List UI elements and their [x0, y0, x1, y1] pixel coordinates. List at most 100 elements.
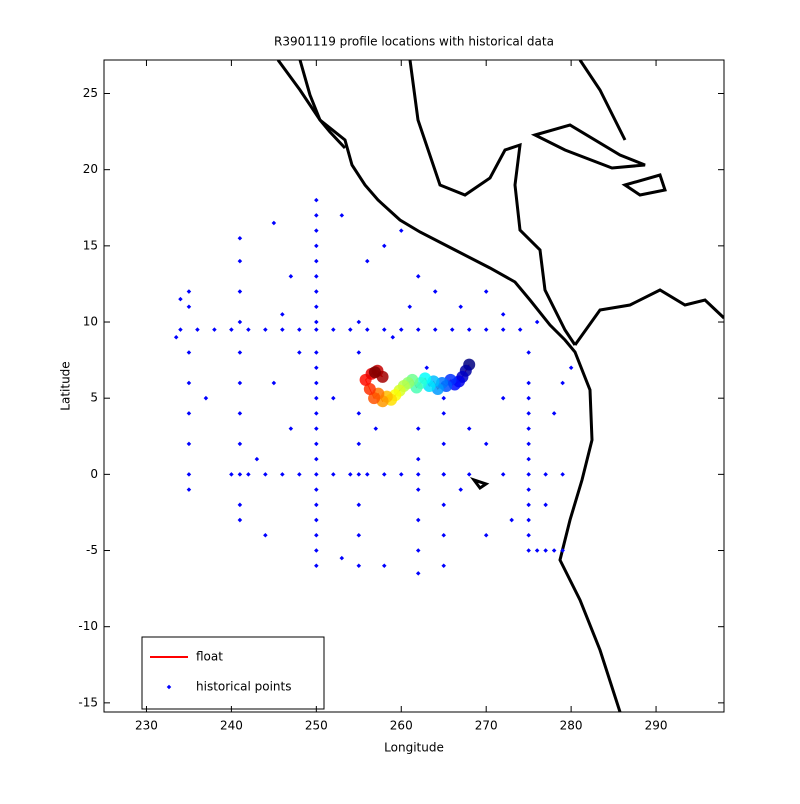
historical-point [356, 563, 362, 569]
historical-point [415, 472, 421, 477]
historical-point [280, 312, 285, 317]
x-tick-label: 270 [475, 719, 498, 733]
historical-point [466, 472, 472, 477]
float-point [368, 366, 381, 379]
historical-point [331, 395, 336, 401]
x-tick-label: 280 [560, 719, 583, 733]
historical-point [173, 334, 179, 340]
historical-point [331, 472, 336, 477]
historical-point [314, 289, 319, 294]
historical-point [331, 327, 336, 332]
cuba [530, 123, 646, 170]
y-axis-label: Latitude [59, 361, 73, 410]
historical-point [415, 274, 421, 279]
historical-point [263, 533, 268, 538]
historical-point [415, 571, 421, 576]
historical-point [297, 327, 302, 332]
historical-point [212, 327, 217, 332]
historical-point [314, 533, 319, 538]
historical-point [526, 502, 531, 508]
historical-point [297, 350, 302, 355]
historical-point [390, 334, 396, 340]
coast-baja [298, 60, 347, 150]
historical-point [560, 472, 565, 477]
y-tick-label: -5 [86, 543, 98, 557]
historical-point [314, 441, 319, 447]
historical-point [441, 395, 446, 401]
historical-point [314, 258, 319, 264]
historical-point [543, 548, 548, 553]
historical-point [271, 380, 277, 386]
historical-point [237, 502, 243, 508]
historical-point [500, 472, 506, 477]
historical-point [483, 327, 489, 332]
historical-point [373, 426, 379, 431]
y-tick-label: -10 [78, 619, 98, 633]
historical-point [314, 548, 319, 553]
historical-point [517, 327, 523, 332]
historical-point [560, 380, 565, 386]
historical-point [263, 327, 268, 332]
x-tick-label: 290 [645, 719, 668, 733]
x-axis-label: Longitude [384, 741, 444, 755]
historical-point [415, 487, 421, 492]
historical-point [314, 517, 319, 523]
historical-point [526, 426, 531, 431]
historical-point [432, 327, 438, 332]
historical-point [314, 456, 319, 462]
x-tick-label: 240 [220, 719, 243, 733]
historical-point [246, 472, 251, 477]
historical-point [314, 426, 319, 431]
historical-point [229, 327, 234, 332]
y-tick-label: -15 [78, 695, 98, 709]
historical-point [441, 563, 446, 569]
historical-point [237, 411, 243, 416]
y-tick-label: 20 [83, 162, 98, 176]
historical-point [458, 487, 463, 492]
historical-point [229, 472, 234, 477]
historical-point [237, 350, 243, 355]
historical-point [526, 441, 531, 447]
historical-point [314, 319, 319, 325]
historical-point [526, 472, 531, 477]
historical-point [424, 365, 430, 370]
historical-point [415, 517, 421, 523]
historical-point [415, 327, 421, 332]
historical-point [382, 472, 387, 477]
historical-point [449, 327, 455, 332]
y-tick-label: 10 [83, 315, 98, 329]
historical-point [314, 327, 319, 332]
historical-point [526, 380, 531, 386]
historical-point [237, 258, 243, 264]
x-tick-label: 260 [390, 719, 413, 733]
historical-point [356, 502, 362, 508]
coast-caribbean [573, 288, 724, 346]
historical-point [441, 411, 446, 416]
historical-point [500, 312, 506, 317]
historical-point [543, 472, 548, 477]
historical-point [568, 365, 574, 370]
historical-point [314, 243, 319, 249]
historical-point [407, 304, 413, 310]
historical-point [458, 304, 463, 310]
x-tick-label: 230 [135, 719, 158, 733]
historical-point [356, 533, 362, 538]
historical-point [500, 327, 506, 332]
historical-point [314, 472, 319, 477]
coast-pacific [276, 60, 622, 712]
x-tick-label: 250 [305, 719, 328, 733]
historical-point [483, 289, 489, 294]
historical-point [356, 350, 362, 355]
historical-point [356, 319, 362, 325]
florida [578, 60, 627, 141]
historical-point [237, 472, 243, 477]
historical-point [246, 327, 251, 332]
historical-point [526, 350, 531, 355]
historical-point [382, 243, 387, 249]
y-tick-label: 0 [90, 467, 98, 481]
historical-point [483, 533, 489, 538]
historical-point [543, 502, 548, 508]
plot-frame [103, 59, 725, 713]
historical-point [314, 411, 319, 416]
